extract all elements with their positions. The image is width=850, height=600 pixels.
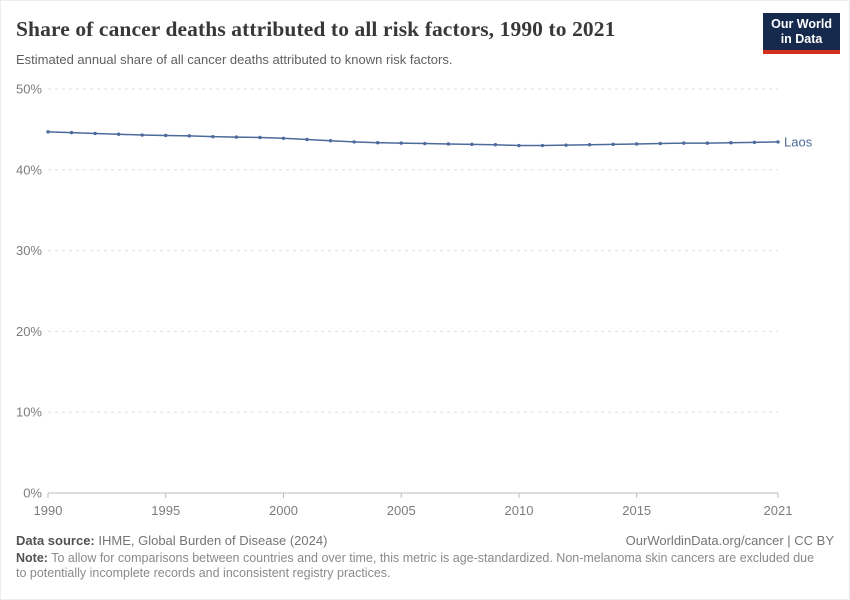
x-axis-tick-label: 2005 — [387, 503, 416, 518]
data-point-marker[interactable] — [540, 143, 545, 148]
x-axis-tick-label: 2015 — [622, 503, 651, 518]
chart-note: Note: To allow for comparisons between c… — [16, 551, 818, 582]
data-point-marker[interactable] — [399, 141, 403, 145]
data-point-marker[interactable] — [46, 130, 50, 134]
owid-logo-line1: Our World — [771, 17, 832, 31]
data-point-marker[interactable] — [564, 143, 568, 147]
y-axis-tick-label: 50% — [16, 82, 42, 97]
series-laos[interactable] — [46, 130, 780, 148]
data-point-marker[interactable] — [375, 141, 380, 145]
data-point-marker[interactable] — [258, 135, 262, 140]
y-axis-tick-label: 0% — [23, 486, 42, 501]
y-axis-tick-label: 20% — [16, 324, 42, 339]
x-axis-tick-label: 2000 — [269, 503, 298, 518]
data-point-marker[interactable] — [305, 137, 309, 142]
chart-footer: Data source: IHME, Global Burden of Dise… — [16, 533, 834, 582]
data-source-text: Data source: IHME, Global Burden of Dise… — [16, 533, 327, 548]
data-point-marker[interactable] — [752, 140, 757, 145]
data-point-marker[interactable] — [93, 131, 97, 136]
data-point-marker[interactable] — [164, 133, 168, 138]
x-axis-tick-label: 2010 — [505, 503, 534, 518]
data-point-marker[interactable] — [682, 141, 686, 145]
data-point-marker[interactable] — [611, 142, 615, 147]
data-point-marker[interactable] — [776, 140, 780, 144]
data-point-marker[interactable] — [328, 139, 333, 143]
data-point-marker[interactable] — [234, 135, 239, 139]
data-point-marker[interactable] — [187, 134, 191, 138]
chart-subtitle: Estimated annual share of all cancer dea… — [16, 52, 453, 67]
owid-logo-line2: in Data — [780, 32, 823, 47]
data-point-marker[interactable] — [493, 143, 498, 147]
y-axis-tick-label: 10% — [16, 405, 42, 420]
owid-cc-by-link[interactable]: OurWorldinData.org/cancer | CC BY — [625, 533, 834, 548]
line-chart-canvas: 0% 10% 20% 30% 40% 50% 1990 1995 2000 2005 2010 201… — [16, 82, 813, 519]
data-point-marker[interactable] — [446, 142, 451, 146]
data-source-value: IHME, Global Burden of Disease (2024) — [94, 533, 328, 548]
data-point-marker[interactable] — [729, 141, 733, 145]
data-point-marker[interactable] — [635, 142, 639, 146]
note-text: To allow for comparisons between countri… — [16, 551, 815, 581]
data-point-marker[interactable] — [352, 140, 356, 144]
y-axis-tick-label: 30% — [16, 243, 42, 258]
series-line[interactable] — [47, 131, 779, 147]
data-point-marker[interactable] — [587, 143, 592, 147]
x-axis-tick-label: 2021 — [764, 503, 793, 518]
chart-title: Share of cancer deaths attributed to all… — [16, 17, 616, 41]
x-axis-tick-label: 1990 — [34, 503, 63, 518]
series-label-laos[interactable]: Laos — [784, 134, 813, 149]
data-point-marker[interactable] — [517, 143, 521, 148]
y-axis-tick-label: 40% — [16, 162, 42, 177]
data-point-marker[interactable] — [69, 130, 74, 135]
data-point-marker[interactable] — [211, 134, 215, 139]
data-point-marker[interactable] — [140, 133, 144, 137]
data-point-marker[interactable] — [705, 141, 710, 145]
data-source-label: Data source: — [16, 533, 95, 548]
x-axis-tick-label: 1995 — [151, 503, 180, 518]
data-point-marker[interactable] — [658, 141, 662, 146]
owid-logo[interactable]: Our World in Data — [763, 13, 840, 54]
data-point-marker[interactable] — [470, 142, 474, 147]
data-point-marker[interactable] — [423, 141, 427, 146]
data-point-marker[interactable] — [116, 132, 121, 136]
data-point-marker[interactable] — [281, 136, 286, 140]
note-label: Note: — [16, 551, 48, 565]
